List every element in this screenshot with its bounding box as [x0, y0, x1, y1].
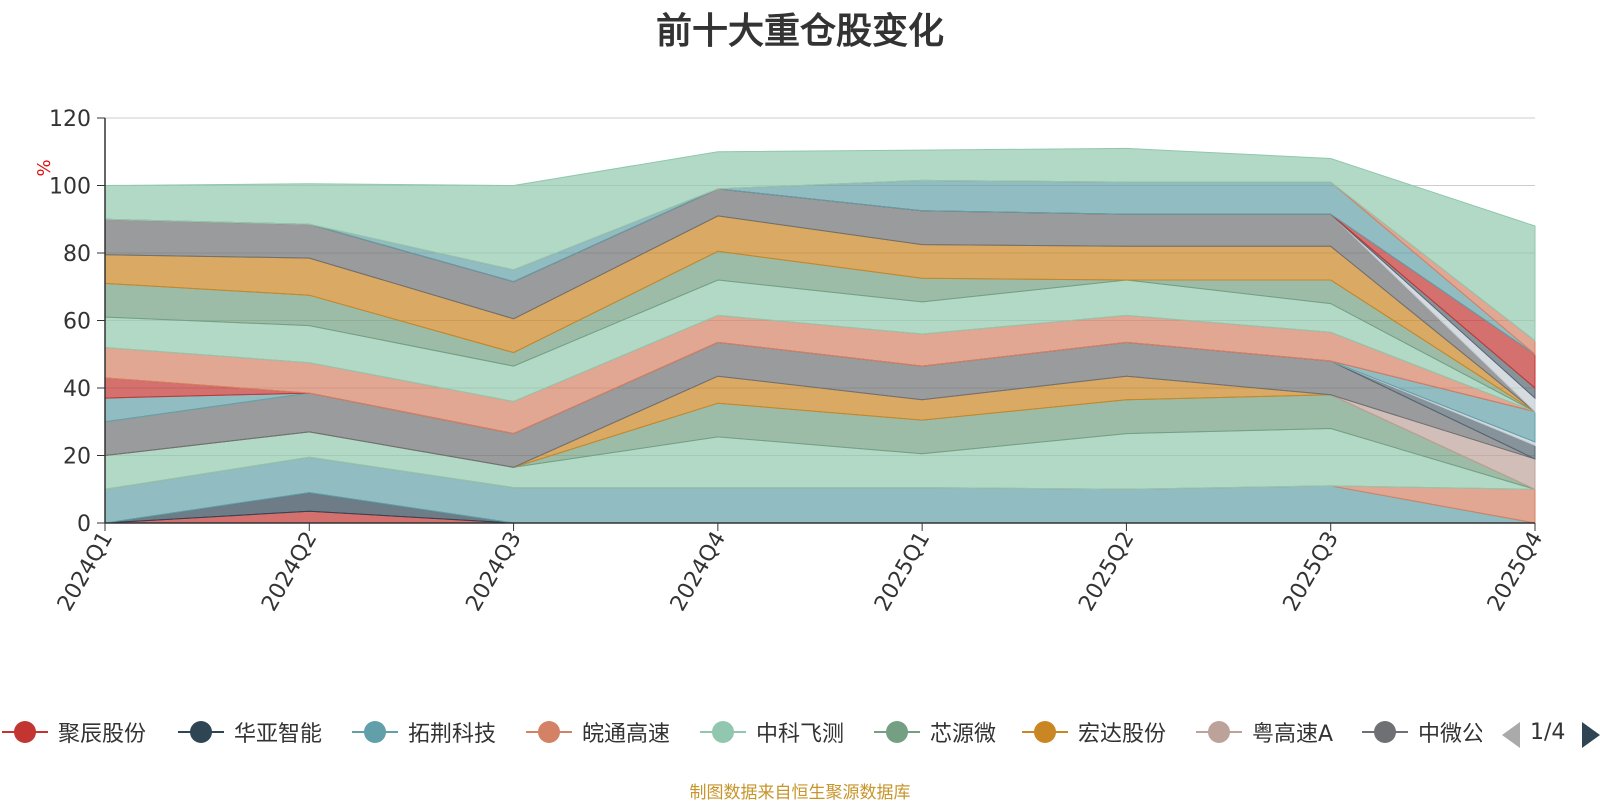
legend-next-page-icon[interactable] — [1580, 720, 1600, 750]
legend-label: 华亚智能 — [234, 722, 323, 747]
legend-marker-icon — [2, 721, 48, 743]
x-tick-label: 2025Q1 — [870, 528, 935, 616]
legend: 聚辰股份 华亚智能 拓荆科技 皖通高速 中科飞测 芯源微 宏达股份 粤高速A 中微公司 — [0, 712, 1600, 752]
legend-item[interactable]: 中科飞测 — [698, 712, 844, 752]
legend-marker-icon — [1362, 721, 1408, 743]
legend-label: 粤高速A — [1252, 722, 1334, 747]
legend-item[interactable]: 芯源微 — [872, 712, 996, 752]
legend-marker-icon — [352, 721, 398, 743]
y-tick-label: 20 — [63, 445, 91, 470]
legend-label: 聚辰股份 — [58, 722, 147, 747]
x-tick-label: 2025Q2 — [1074, 528, 1139, 616]
legend-marker-icon — [874, 721, 920, 743]
x-tick-label: 2024Q2 — [257, 528, 322, 616]
legend-marker-icon — [178, 721, 224, 743]
legend-marker-icon — [1196, 721, 1242, 743]
legend-item[interactable]: 华亚智能 — [176, 712, 322, 752]
legend-item[interactable]: 粤高速A — [1194, 712, 1333, 752]
legend-item[interactable]: 宏达股份 — [1020, 712, 1166, 752]
x-tick-label: 2024Q1 — [53, 528, 118, 616]
y-tick-label: 80 — [63, 242, 91, 267]
area-series-24 — [104, 147, 1536, 342]
x-tick-label: 2024Q3 — [461, 528, 526, 616]
legend-prev-page-icon[interactable] — [1500, 720, 1522, 750]
legend-item[interactable]: 聚辰股份 — [0, 712, 146, 752]
legend-marker-icon — [700, 721, 746, 743]
legend-label: 皖通高速 — [582, 722, 671, 747]
legend-label: 中科飞测 — [756, 722, 845, 747]
y-axis-unit-label: % — [34, 159, 55, 176]
chart-title: 前十大重仓股变化 — [655, 11, 944, 52]
x-tick-label: 2024Q4 — [666, 528, 731, 616]
legend-marker-icon — [526, 721, 572, 743]
legend-label: 宏达股份 — [1078, 722, 1167, 747]
y-tick-label: 100 — [49, 175, 91, 200]
legend-label: 芯源微 — [930, 722, 997, 747]
area-series-group — [104, 147, 1536, 524]
legend-items-viewport: 聚辰股份 华亚智能 拓荆科技 皖通高速 中科飞测 芯源微 宏达股份 粤高速A 中微公司 — [0, 712, 1482, 752]
legend-item[interactable]: 中微公司 — [1360, 712, 1482, 752]
legend-page-indicator: 1/4 — [1530, 720, 1566, 745]
y-tick-label: 0 — [77, 512, 91, 537]
legend-label: 中微公司 — [1418, 722, 1482, 747]
legend-marker-icon — [1022, 721, 1068, 743]
legend-item[interactable]: 皖通高速 — [524, 712, 670, 752]
legend-item[interactable]: 拓荆科技 — [350, 712, 496, 752]
x-tick-label: 2025Q4 — [1483, 528, 1548, 616]
y-tick-label: 120 — [49, 107, 91, 132]
legend-label: 拓荆科技 — [408, 722, 497, 747]
data-source-note: 制图数据来自恒生聚源数据库 — [689, 783, 911, 803]
y-tick-label: 40 — [63, 377, 91, 402]
y-tick-label: 60 — [63, 310, 91, 335]
x-tick-label: 2025Q3 — [1279, 528, 1344, 616]
